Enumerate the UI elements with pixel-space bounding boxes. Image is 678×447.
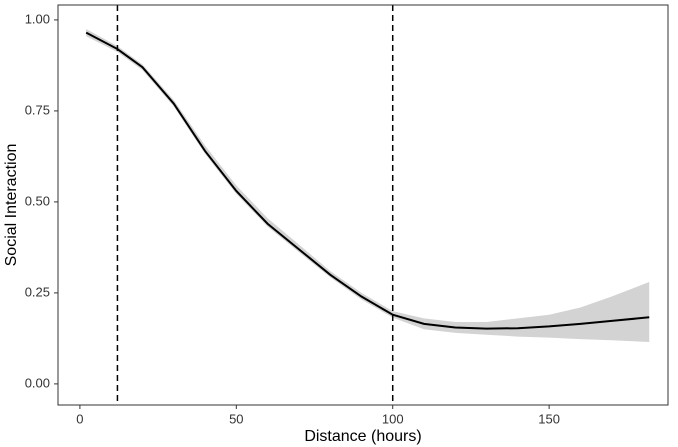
x-axis-title: Distance (hours) [304,428,421,445]
x-tick-label: 50 [229,411,243,426]
panel-border [57,4,669,406]
x-tick-label: 150 [538,411,560,426]
y-tick-label: 0.25 [25,284,50,299]
y-tick-label: 1.00 [25,11,50,26]
confidence-band [86,29,650,343]
y-tick-label: 0.50 [25,193,50,208]
x-tick-label: 0 [76,411,83,426]
y-axis-title: Social Interaction [3,144,20,267]
line [85,31,650,330]
y-tick-label: 0.00 [25,375,50,390]
y-tick-label: 0.75 [25,102,50,117]
x-tick-label: 100 [382,411,404,426]
